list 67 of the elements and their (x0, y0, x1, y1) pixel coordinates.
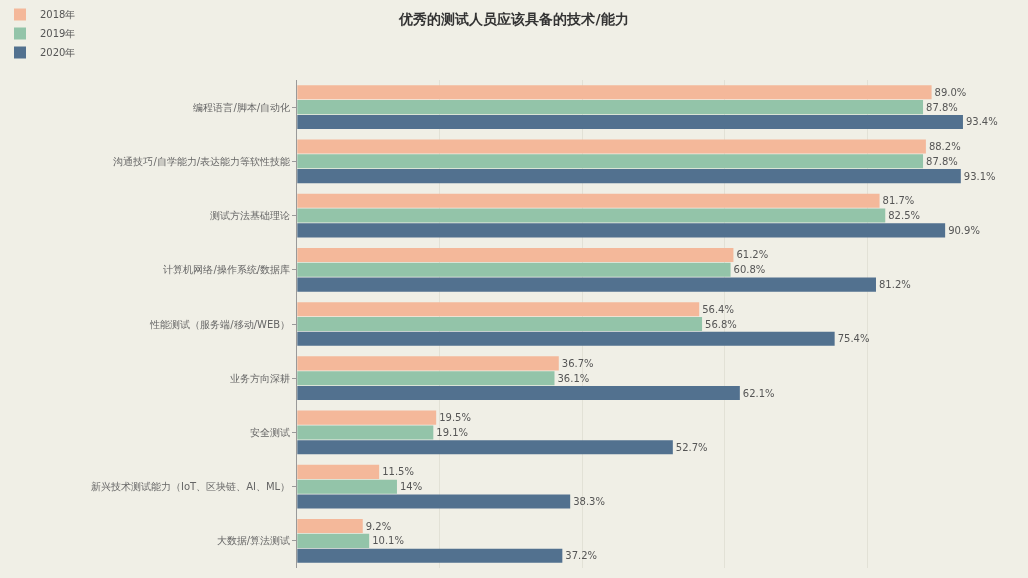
legend-label: 2019年 (40, 28, 76, 40)
data-label: 19.5% (439, 412, 471, 424)
bar (297, 464, 380, 479)
bar (297, 302, 700, 317)
data-label: 56.8% (705, 318, 737, 330)
y-tick-label: 计算机网络/操作系统/数据库 (163, 264, 291, 276)
bar (297, 208, 886, 223)
bar (297, 356, 559, 371)
bar (297, 100, 924, 115)
bar (297, 386, 740, 401)
bar (297, 316, 703, 332)
y-tick-label: 性能测试（服务端/移动/WEB） (149, 318, 291, 330)
data-label: 11.5% (382, 466, 414, 478)
bar (297, 85, 932, 100)
bar (297, 114, 963, 129)
bar (297, 440, 673, 455)
bar (297, 331, 835, 346)
y-tick-label: 安全测试 (250, 426, 291, 438)
data-label: 88.2% (928, 141, 961, 153)
y-tick-label: 新兴技术测试能力（IoT、区块链、AI、ML） (91, 481, 291, 493)
y-tick-label: 业务方向深耕 (230, 372, 291, 384)
data-label: 37.2% (565, 550, 598, 562)
data-label: 14% (399, 481, 423, 493)
bar (297, 533, 370, 548)
data-label: 75.4% (837, 333, 870, 345)
bar (297, 154, 924, 169)
data-label: 87.8% (926, 101, 958, 113)
bar (297, 139, 926, 154)
bar (297, 548, 563, 563)
bar (297, 519, 363, 534)
legend-label: 2020年 (40, 47, 76, 59)
bar (297, 193, 880, 208)
bar (297, 277, 876, 292)
y-tick-label: 沟通技巧/自学能力/表达能力等软性技能 (113, 155, 291, 167)
data-label: 60.8% (733, 264, 766, 276)
data-label: 56.4% (702, 303, 734, 315)
data-label: 10.1% (372, 535, 404, 547)
bar (297, 425, 434, 440)
data-label: 81.2% (878, 279, 911, 291)
chart-title: 优秀的测试人员应该具备的技术/能力 (398, 11, 629, 28)
bar (297, 262, 731, 277)
data-label: 90.9% (948, 224, 980, 236)
bar (297, 247, 734, 262)
bar (297, 223, 946, 238)
y-tick-label: 大数据/算法测试 (216, 535, 291, 547)
bar (297, 494, 571, 509)
bar (297, 479, 397, 494)
data-label: 93.4% (965, 116, 998, 128)
data-label: 89.0% (934, 86, 967, 98)
y-tick-label: 测试方法基础理论 (210, 210, 291, 222)
data-label: 9.2% (365, 520, 392, 532)
data-label: 87.8% (926, 155, 958, 167)
data-label: 19.1% (436, 426, 469, 438)
data-label: 81.7% (882, 195, 915, 207)
data-label: 62.1% (742, 387, 775, 399)
data-label: 82.5% (888, 210, 921, 222)
bar (297, 169, 961, 184)
data-label: 38.3% (573, 495, 605, 507)
data-label: 36.1% (557, 372, 590, 384)
bar (297, 371, 555, 386)
data-label: 36.7% (561, 357, 594, 369)
data-label: 93.1% (963, 170, 996, 182)
y-tick-label: 编程语言/脚本/自动化 (193, 101, 291, 113)
legend-label: 2018年 (40, 9, 76, 21)
data-label: 61.2% (736, 249, 769, 261)
bar (297, 410, 437, 425)
data-label: 52.7% (675, 441, 708, 453)
